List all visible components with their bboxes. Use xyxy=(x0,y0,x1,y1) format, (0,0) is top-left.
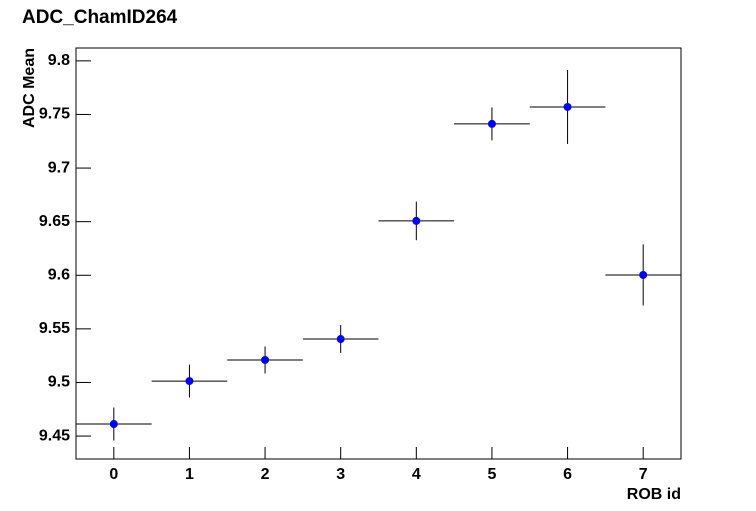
y-tick-label: 9.7 xyxy=(48,159,70,176)
data-point xyxy=(261,355,270,364)
x-tick-label: 2 xyxy=(261,466,270,483)
data-point xyxy=(487,119,496,128)
y-tick-label: 9.75 xyxy=(39,106,70,123)
y-tick-label: 9.5 xyxy=(48,374,70,391)
x-tick-label: 4 xyxy=(412,466,421,483)
data-point xyxy=(563,102,572,111)
data-point xyxy=(336,335,345,344)
data-point xyxy=(185,377,194,386)
data-point xyxy=(639,270,648,279)
data-point xyxy=(412,216,421,225)
x-tick-label: 0 xyxy=(109,466,118,483)
y-tick-label: 9.6 xyxy=(48,266,70,283)
plot-frame xyxy=(75,47,682,460)
x-tick-label: 3 xyxy=(336,466,345,483)
y-axis-label: ADC Mean xyxy=(21,48,38,128)
x-axis-label: ROB id xyxy=(627,486,681,503)
x-tick-label: 1 xyxy=(185,466,194,483)
y-tick-label: 9.55 xyxy=(39,320,70,337)
y-tick-label: 9.8 xyxy=(48,52,70,69)
x-tick-label: 7 xyxy=(639,466,648,483)
x-tick-label: 6 xyxy=(563,466,572,483)
data-point xyxy=(109,420,118,429)
y-tick-label: 9.65 xyxy=(39,213,70,230)
x-tick-label: 5 xyxy=(487,466,496,483)
y-tick-label: 9.45 xyxy=(39,427,70,444)
chart-title: ADC_ChamID264 xyxy=(22,7,178,28)
